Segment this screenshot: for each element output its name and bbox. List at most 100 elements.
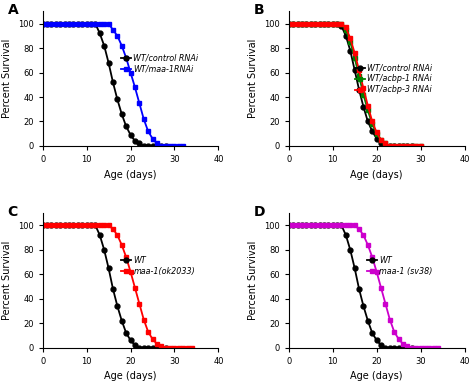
Line: WT/acbp-1 RNAi: WT/acbp-1 RNAi (286, 21, 423, 148)
WT (141, 345, 146, 350)
WT/control RNAi (49, 21, 55, 26)
WT (334, 223, 340, 228)
WT/acbp-3 RNAi (356, 68, 362, 73)
maa-1(ok2033) (110, 227, 116, 231)
WT/acbp-3 RNAi (299, 21, 305, 26)
WT/maa-1RNAi (106, 21, 111, 26)
WT (44, 223, 50, 228)
WT (356, 286, 362, 291)
WT/acbp-1 RNAi (374, 131, 380, 136)
maa-1(ok2033) (84, 223, 90, 228)
WT/maa-1RNAi (176, 144, 182, 148)
WT/maa-1RNAi (88, 21, 94, 26)
WT (312, 223, 318, 228)
Legend: WT, maa-1(ok2033): WT, maa-1(ok2033) (120, 255, 196, 277)
Line: maa-1 (sv38): maa-1 (sv38) (286, 223, 441, 350)
WT/control RNAi (334, 21, 340, 26)
WT/control RNAi (71, 21, 76, 26)
Text: B: B (254, 3, 264, 18)
WT/acbp-1 RNAi (352, 56, 357, 60)
WT/control RNAi (137, 141, 142, 146)
WT/maa-1RNAi (181, 144, 186, 148)
WT (92, 223, 98, 228)
WT/acbp-3 RNAi (352, 51, 357, 55)
WT (352, 266, 357, 270)
WT (326, 223, 331, 228)
X-axis label: Age (days): Age (days) (350, 170, 403, 180)
WT/control RNAi (97, 31, 103, 36)
WT/control RNAi (295, 21, 301, 26)
maa-1 (sv38) (369, 255, 375, 259)
WT/acbp-3 RNAi (330, 21, 336, 26)
WT/control RNAi (299, 21, 305, 26)
Text: D: D (254, 205, 265, 219)
maa-1(ok2033) (92, 223, 98, 228)
WT/acbp-1 RNAi (418, 144, 423, 148)
maa-1 (sv38) (295, 223, 301, 228)
WT/acbp-3 RNAi (400, 144, 406, 148)
maa-1 (sv38) (413, 345, 419, 350)
maa-1(ok2033) (119, 243, 125, 247)
WT/maa-1RNAi (40, 21, 46, 26)
WT/control RNAi (110, 80, 116, 85)
WT (286, 223, 292, 228)
WT/control RNAi (383, 144, 388, 148)
maa-1 (sv38) (365, 243, 371, 247)
maa-1 (sv38) (326, 223, 331, 228)
WT/control RNAi (132, 139, 138, 143)
WT (137, 345, 142, 350)
WT (361, 304, 366, 308)
maa-1 (sv38) (338, 223, 344, 228)
Line: WT: WT (286, 223, 414, 350)
maa-1(ok2033) (128, 270, 133, 274)
WT (119, 319, 125, 323)
WT/acbp-1 RNAi (361, 92, 366, 97)
WT/acbp-1 RNAi (308, 21, 314, 26)
WT/control RNAi (75, 21, 81, 26)
WT/acbp-3 RNAi (418, 144, 423, 148)
WT (84, 223, 90, 228)
maa-1(ok2033) (88, 223, 94, 228)
WT/acbp-3 RNAi (383, 141, 388, 146)
X-axis label: Age (days): Age (days) (104, 371, 157, 381)
WT/acbp-1 RNAi (330, 21, 336, 26)
maa-1(ok2033) (97, 223, 103, 228)
maa-1 (sv38) (404, 344, 410, 349)
WT (101, 248, 107, 252)
WT/control RNAi (356, 87, 362, 92)
Line: maa-1(ok2033): maa-1(ok2033) (40, 223, 194, 350)
WT (79, 223, 85, 228)
WT/control RNAi (286, 21, 292, 26)
WT/maa-1RNAi (158, 144, 164, 148)
maa-1(ok2033) (181, 345, 186, 350)
WT/maa-1RNAi (110, 28, 116, 32)
WT/acbp-1 RNAi (312, 21, 318, 26)
WT/control RNAi (106, 60, 111, 65)
WT/acbp-1 RNAi (400, 144, 406, 148)
WT/control RNAi (312, 21, 318, 26)
WT (387, 345, 392, 350)
WT/maa-1RNAi (49, 21, 55, 26)
WT/acbp-3 RNAi (317, 21, 322, 26)
WT/acbp-1 RNAi (286, 21, 292, 26)
WT/control RNAi (128, 133, 133, 137)
WT (53, 223, 59, 228)
WT/maa-1RNAi (115, 34, 120, 38)
maa-1(ok2033) (75, 223, 81, 228)
maa-1(ok2033) (172, 345, 177, 350)
WT/acbp-3 RNAi (387, 144, 392, 148)
WT/control RNAi (66, 21, 72, 26)
WT/control RNAi (347, 48, 353, 53)
WT (338, 223, 344, 228)
WT (57, 223, 63, 228)
WT/control RNAi (53, 21, 59, 26)
maa-1 (sv38) (361, 233, 366, 238)
WT (71, 223, 76, 228)
WT/maa-1RNAi (101, 21, 107, 26)
WT/acbp-1 RNAi (326, 21, 331, 26)
WT (383, 345, 388, 350)
WT/control RNAi (141, 144, 146, 148)
WT/maa-1RNAi (92, 21, 98, 26)
WT (374, 338, 380, 343)
WT/control RNAi (387, 144, 392, 148)
